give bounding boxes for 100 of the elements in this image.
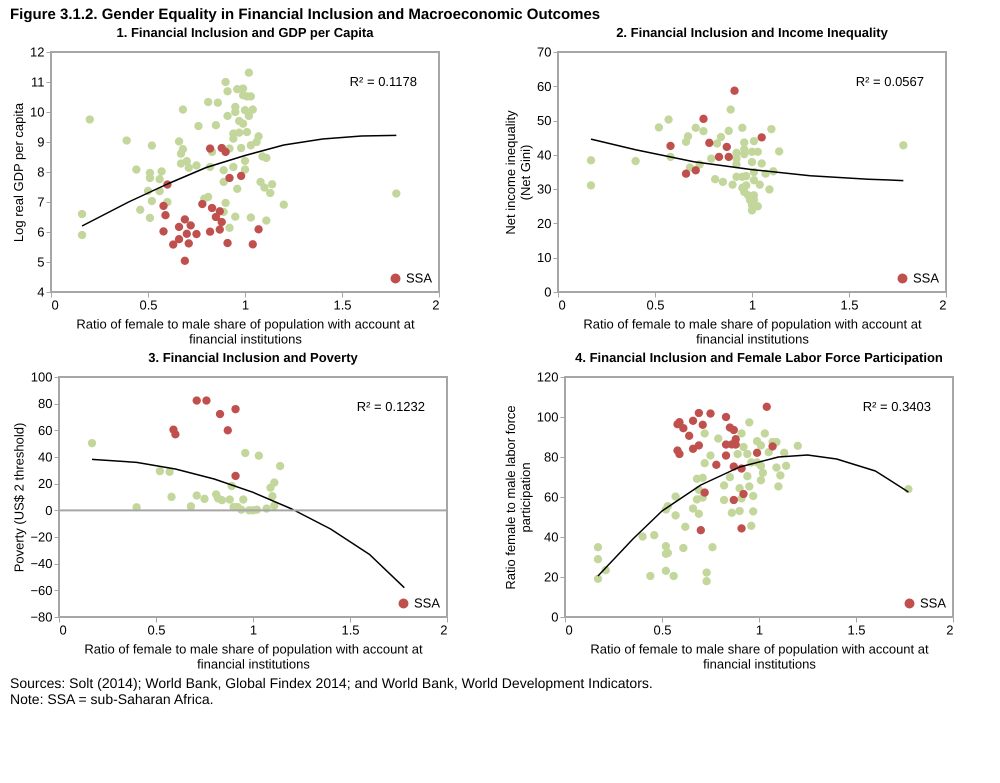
- point: [696, 526, 705, 534]
- point: [218, 496, 226, 504]
- y-tick-label: 8: [37, 164, 44, 180]
- point: [586, 181, 596, 190]
- point: [716, 132, 726, 142]
- point: [254, 225, 263, 234]
- point: [224, 426, 232, 435]
- point: [724, 126, 733, 136]
- point: [241, 448, 250, 458]
- x-tick-label: 1: [250, 622, 258, 638]
- point: [180, 256, 190, 265]
- point: [694, 408, 704, 418]
- y-tick-label: 70: [537, 44, 552, 60]
- y-tick-label: 0: [544, 284, 552, 300]
- y-tick-label: 80: [544, 450, 558, 464]
- y-axis-title: Ratio female to male labor force participation: [502, 405, 533, 590]
- point: [221, 148, 230, 156]
- point: [167, 492, 176, 502]
- point: [694, 441, 704, 450]
- y-axis-title: Poverty (US$ 2 threshold): [11, 422, 26, 572]
- y-tick-label: 100: [30, 370, 52, 384]
- point: [174, 222, 184, 232]
- point: [740, 138, 748, 147]
- x-tick-label: 1.5: [333, 298, 352, 312]
- point: [206, 228, 214, 236]
- point: [699, 127, 708, 136]
- y-tick-label: 100: [536, 410, 558, 424]
- point: [664, 115, 673, 124]
- point: [742, 181, 750, 190]
- point: [739, 490, 748, 498]
- point: [758, 133, 766, 142]
- point: [748, 158, 756, 166]
- text: Figure 3.1.2. Gender Equality in Financial Inclusion and Macroeconomic Outcomes: [10, 6, 602, 23]
- point: [226, 495, 234, 504]
- legend-label: SSA: [913, 270, 940, 286]
- y-tick-label: 20: [537, 216, 552, 231]
- point: [765, 185, 774, 194]
- point: [192, 491, 201, 500]
- point: [206, 144, 214, 153]
- x-tick-label: 2: [946, 622, 954, 638]
- x-tick-label: 1.5: [341, 622, 360, 638]
- point: [198, 200, 207, 208]
- source-note: Sources: Solt (2014); World Bank, Global Findex 2014; and World Bank, World Development Indicators.: [10, 675, 654, 691]
- point: [208, 204, 216, 212]
- point: [705, 138, 714, 148]
- point: [758, 159, 766, 168]
- point: [730, 86, 739, 95]
- point: [730, 496, 738, 504]
- point: [212, 212, 220, 222]
- point: [184, 239, 193, 248]
- y-tick-label: 50: [537, 113, 552, 128]
- legend-label: SSA: [414, 596, 440, 610]
- x-tick-label: 0: [60, 622, 67, 638]
- point: [768, 442, 777, 451]
- y-axis-title: Log real GDP per capita: [11, 102, 26, 242]
- y-tick-label: 20: [38, 476, 52, 492]
- point: [700, 488, 709, 497]
- chart-title: 1. Financial Inclusion and GDP per Capita: [116, 25, 374, 40]
- point: [722, 142, 731, 152]
- point: [738, 124, 746, 132]
- y-tick-label: 9: [37, 134, 44, 150]
- point: [726, 105, 735, 114]
- point: [712, 460, 721, 469]
- point: [174, 235, 184, 244]
- annotation: R² = 0.1178: [350, 74, 417, 89]
- point: [231, 472, 240, 480]
- line-series: [590, 138, 904, 182]
- point: [231, 404, 240, 414]
- x-tick-label: 0.5: [653, 622, 672, 638]
- point: [756, 180, 764, 189]
- y-tick-label: 60: [38, 422, 52, 438]
- x-tick-label: 1: [748, 298, 756, 312]
- point: [754, 148, 762, 156]
- y-tick-label: 40: [537, 147, 552, 162]
- point: [752, 448, 762, 457]
- y-tick-label: 7: [37, 194, 44, 210]
- point: [737, 524, 746, 533]
- x-tick-label: 0.5: [646, 298, 665, 312]
- y-tick-label: 6: [37, 224, 44, 240]
- annotation: R² = 0.0567: [856, 74, 924, 89]
- point: [730, 426, 738, 434]
- point: [692, 124, 700, 132]
- point: [216, 207, 224, 216]
- y-tick-label: 12: [30, 44, 44, 60]
- point: [712, 139, 722, 148]
- x-tick-label: 1: [756, 622, 764, 638]
- y-tick-label: 60: [544, 490, 558, 504]
- y-tick-label: −40: [30, 556, 52, 572]
- point: [722, 451, 730, 460]
- y-tick-label: 11: [31, 74, 44, 90]
- point: [239, 495, 248, 504]
- chart-title: 4. Financial Inclusion and Female Labor Force Participation: [575, 350, 943, 365]
- point: [698, 420, 707, 429]
- point: [200, 494, 209, 504]
- point: [248, 240, 257, 248]
- point: [679, 424, 688, 432]
- y-tick-label: 40: [544, 530, 558, 544]
- point: [182, 230, 191, 238]
- y-tick-label: 10: [537, 250, 552, 266]
- y-tick-label: −20: [30, 530, 52, 544]
